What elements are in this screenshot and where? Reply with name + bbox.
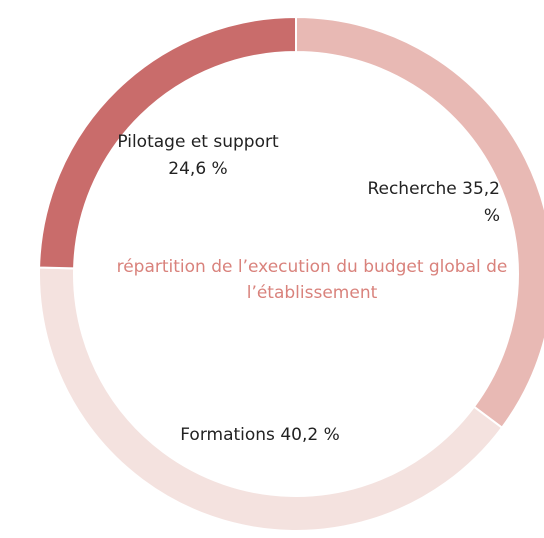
donut-segment — [38, 15, 297, 270]
value-label: 35,2 % — [462, 179, 500, 226]
category-name: Formations — [180, 425, 275, 445]
segment-label: Pilotage et support 24,6 % — [110, 129, 286, 183]
value-label: 40,2 % — [280, 425, 340, 445]
donut-segment — [38, 266, 504, 532]
category-name: Recherche — [367, 179, 457, 199]
value-label: 24,6 % — [168, 159, 228, 179]
chart-title: répartition de l’execution du budget glo… — [116, 257, 508, 303]
segment-label: Formations 40,2 % — [110, 422, 410, 449]
segment-label: Recherche 35,2 % — [360, 176, 500, 230]
category-name: Pilotage et support — [117, 132, 279, 152]
